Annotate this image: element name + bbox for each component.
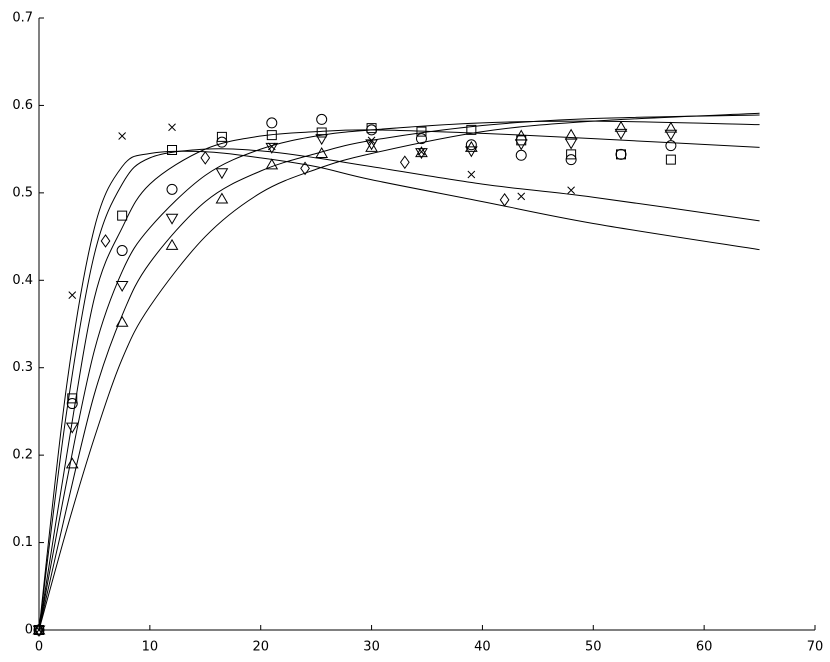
marker: [665, 154, 676, 165]
marker: [499, 192, 510, 207]
y-tick-label: 0: [25, 623, 33, 638]
marker: [615, 148, 627, 160]
marker: [165, 213, 179, 225]
x-tick-label: 0: [35, 640, 43, 655]
marker: [266, 130, 277, 141]
marker: [316, 113, 328, 125]
marker: [517, 192, 526, 201]
marker: [415, 133, 427, 145]
marker: [165, 238, 179, 250]
y-tick-label: 0.3: [12, 360, 33, 375]
marker: [315, 134, 329, 146]
marker: [665, 140, 677, 152]
marker: [265, 158, 279, 170]
marker: [564, 138, 578, 150]
marker: [265, 142, 279, 154]
marker: [664, 121, 678, 133]
x-tick-label: 50: [585, 640, 602, 655]
marker: [115, 315, 129, 327]
marker: [567, 186, 575, 195]
marker: [365, 139, 378, 151]
marker: [117, 210, 128, 221]
marker: [65, 457, 79, 469]
marker: [167, 145, 178, 156]
marker: [100, 234, 111, 248]
marker: [365, 140, 378, 152]
marker: [68, 291, 77, 300]
marker: [664, 129, 678, 141]
y-tick-label: 0.4: [12, 273, 33, 288]
fit-curve: [38, 120, 760, 631]
marker: [367, 136, 376, 145]
marker: [32, 625, 46, 637]
marker: [467, 170, 476, 179]
x-tick-label: 10: [142, 640, 159, 655]
y-tick-label: 0.6: [12, 98, 33, 113]
marker: [565, 154, 577, 166]
marker: [118, 132, 126, 140]
y-tick-label: 0.5: [12, 185, 33, 200]
marker: [315, 147, 329, 159]
marker: [465, 139, 477, 151]
fit-curve: [38, 150, 760, 631]
marker: [514, 129, 528, 141]
marker: [168, 123, 176, 132]
fit-curve: [38, 129, 760, 631]
marker: [300, 161, 310, 176]
marker: [115, 281, 129, 293]
marker: [616, 149, 626, 160]
x-tick-label: 20: [252, 640, 269, 655]
x-tick-label: 60: [696, 640, 713, 655]
marker: [366, 124, 378, 136]
marker: [66, 398, 78, 409]
marker: [266, 117, 278, 129]
marker: [415, 146, 428, 158]
y-tick-label: 0.1: [12, 535, 33, 550]
x-tick-label: 30: [363, 640, 380, 655]
x-tick-label: 40: [474, 640, 491, 655]
x-tick-label: 70: [807, 640, 824, 655]
fit-curve: [38, 148, 760, 631]
marker: [415, 148, 428, 160]
marker: [166, 183, 178, 195]
marker: [466, 124, 477, 135]
marker: [564, 128, 578, 140]
marker: [32, 623, 46, 635]
marker: [65, 422, 79, 434]
marker: [614, 120, 628, 132]
marker: [614, 128, 628, 140]
fit-curve: [38, 112, 760, 631]
marker: [399, 155, 410, 170]
marker: [215, 168, 229, 180]
marker: [515, 149, 527, 161]
y-tick-label: 0.7: [12, 11, 33, 26]
y-tick-label: 0.2: [12, 448, 33, 463]
marker: [200, 151, 211, 165]
marker: [216, 136, 228, 148]
fit-curve: [38, 114, 760, 631]
marker: [215, 192, 229, 204]
marker: [116, 245, 128, 256]
marker: [464, 140, 478, 152]
